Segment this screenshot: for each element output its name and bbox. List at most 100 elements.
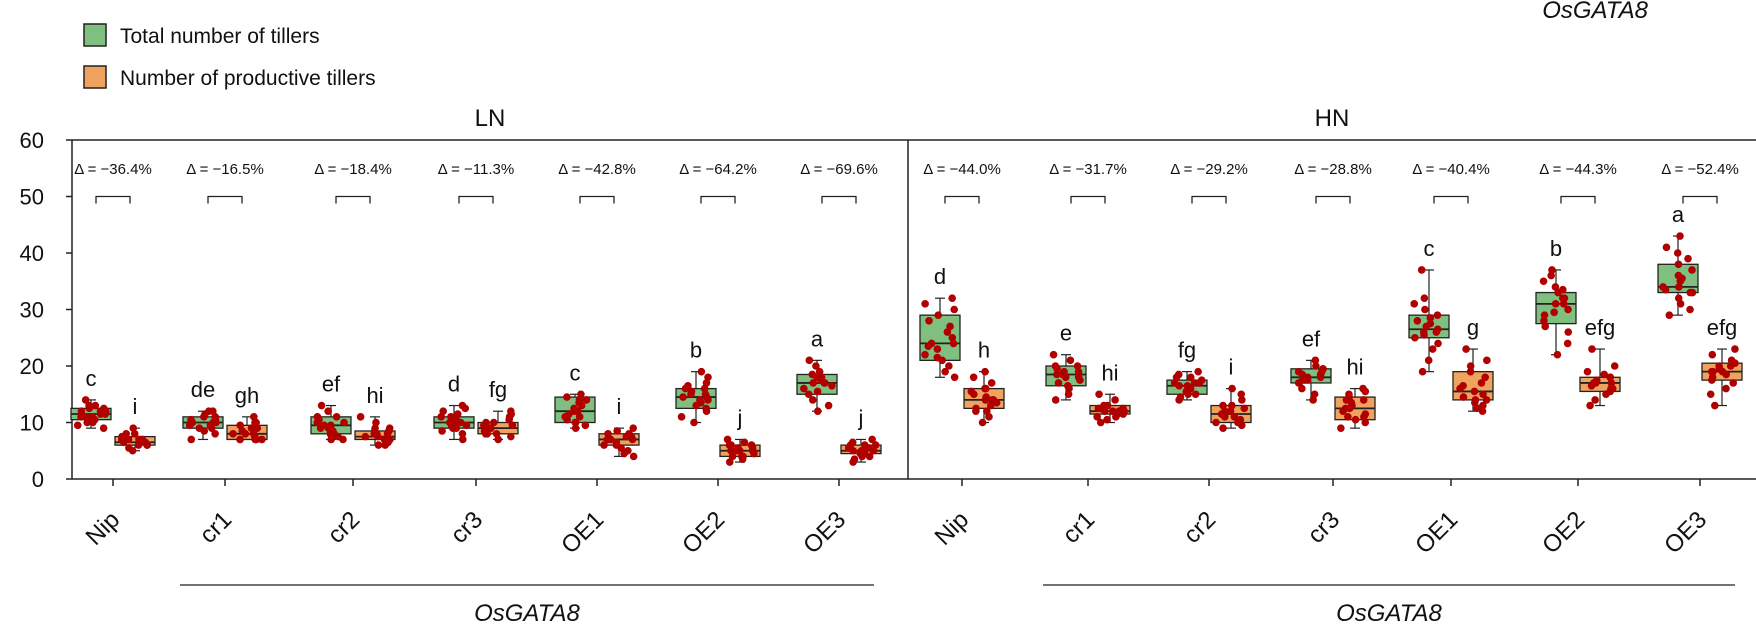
data-point: [1294, 367, 1303, 376]
comparison-bracket: [1191, 195, 1227, 204]
data-point: [987, 379, 996, 387]
data-point: [1186, 373, 1195, 382]
data-point: [1610, 362, 1619, 370]
data-point: [684, 381, 692, 390]
significance-letter: i: [617, 394, 622, 419]
box-productive: hi: [354, 383, 396, 449]
data-point: [871, 441, 880, 449]
x-tick-label-LN-Nip: Nip: [81, 506, 126, 551]
data-point: [1361, 410, 1370, 418]
data-point: [981, 384, 990, 393]
data-point: [624, 446, 632, 455]
data-point: [445, 418, 454, 427]
data-point: [1426, 314, 1435, 322]
data-point: [447, 413, 455, 421]
box-total: c: [1408, 236, 1450, 376]
data-point: [1551, 300, 1560, 308]
data-point: [925, 317, 933, 325]
data-point: [1607, 379, 1616, 387]
data-point: [1428, 345, 1437, 353]
data-point: [91, 401, 100, 410]
data-point: [629, 424, 638, 432]
data-point: [1093, 413, 1101, 421]
x-tick-label-LN-cr1: cr1: [195, 506, 238, 549]
data-point: [1228, 384, 1236, 393]
data-point: [571, 424, 580, 432]
box-productive: g: [1452, 315, 1494, 416]
significance-letter: a: [811, 326, 824, 351]
data-point: [948, 294, 956, 303]
data-point: [1359, 384, 1367, 393]
data-point: [326, 421, 335, 430]
data-point: [1421, 305, 1429, 314]
data-point: [812, 362, 820, 370]
x-tick-label-HN-cr2: cr2: [1179, 506, 1222, 549]
data-point: [1054, 379, 1063, 387]
data-point: [921, 300, 929, 308]
data-point: [462, 421, 471, 430]
data-point: [1722, 384, 1730, 393]
data-point: [1459, 381, 1467, 390]
data-point: [453, 410, 462, 418]
data-point: [1063, 381, 1072, 390]
data-point: [1477, 379, 1486, 387]
data-point: [687, 387, 696, 396]
data-point: [1433, 325, 1442, 334]
significance-letter: i: [1229, 355, 1234, 380]
data-point: [577, 390, 585, 399]
data-point: [320, 421, 328, 430]
significance-letter: b: [690, 338, 702, 363]
data-point: [967, 387, 976, 396]
data-point: [361, 432, 370, 441]
data-point: [1060, 367, 1068, 376]
comparison-bracket: [207, 195, 243, 204]
data-point: [1410, 300, 1419, 308]
data-point: [625, 430, 633, 438]
delta-label: Δ = −11.3%: [438, 161, 514, 178]
data-point: [458, 435, 467, 444]
significance-letter: j: [737, 405, 743, 430]
data-point: [571, 418, 580, 427]
data-point: [679, 393, 687, 401]
data-point: [613, 427, 622, 435]
data-point: [372, 418, 380, 427]
data-point: [1096, 418, 1105, 427]
genotype-HN-Nip: d h Δ = −44.0%: [919, 161, 1005, 427]
data-point: [927, 339, 936, 348]
data-point: [1471, 396, 1480, 404]
data-point: [129, 424, 138, 432]
data-point: [1312, 362, 1320, 370]
box-total: b: [675, 338, 717, 427]
data-point: [933, 353, 942, 362]
data-point: [439, 407, 447, 416]
data-point: [696, 396, 704, 404]
data-point: [1359, 396, 1368, 404]
data-point: [458, 430, 467, 438]
data-point: [972, 404, 980, 413]
data-point: [99, 424, 108, 432]
box-total: a: [796, 326, 838, 416]
data-point: [723, 435, 732, 444]
x-tick-label-LN-OE3: OE3: [798, 506, 851, 559]
x-tick-label-LN-cr2: cr2: [323, 506, 366, 549]
data-point: [1459, 393, 1468, 401]
data-point: [1686, 305, 1694, 314]
data-point: [1073, 362, 1082, 370]
box-productive: efg: [1701, 315, 1743, 410]
box-total: fg: [1166, 338, 1208, 404]
data-point: [1709, 367, 1717, 376]
data-point: [1212, 418, 1220, 427]
delta-label: Δ = −64.2%: [679, 161, 757, 178]
data-point: [982, 393, 990, 401]
data-point: [629, 452, 638, 461]
data-point: [1219, 401, 1227, 410]
legend-swatch-productive: [83, 65, 107, 89]
data-point: [805, 356, 814, 365]
significance-letter: d: [934, 264, 946, 289]
data-point: [824, 401, 833, 410]
data-point: [949, 339, 958, 348]
data-point: [1111, 396, 1119, 404]
box-productive: j: [840, 405, 882, 466]
data-point: [1183, 381, 1192, 390]
